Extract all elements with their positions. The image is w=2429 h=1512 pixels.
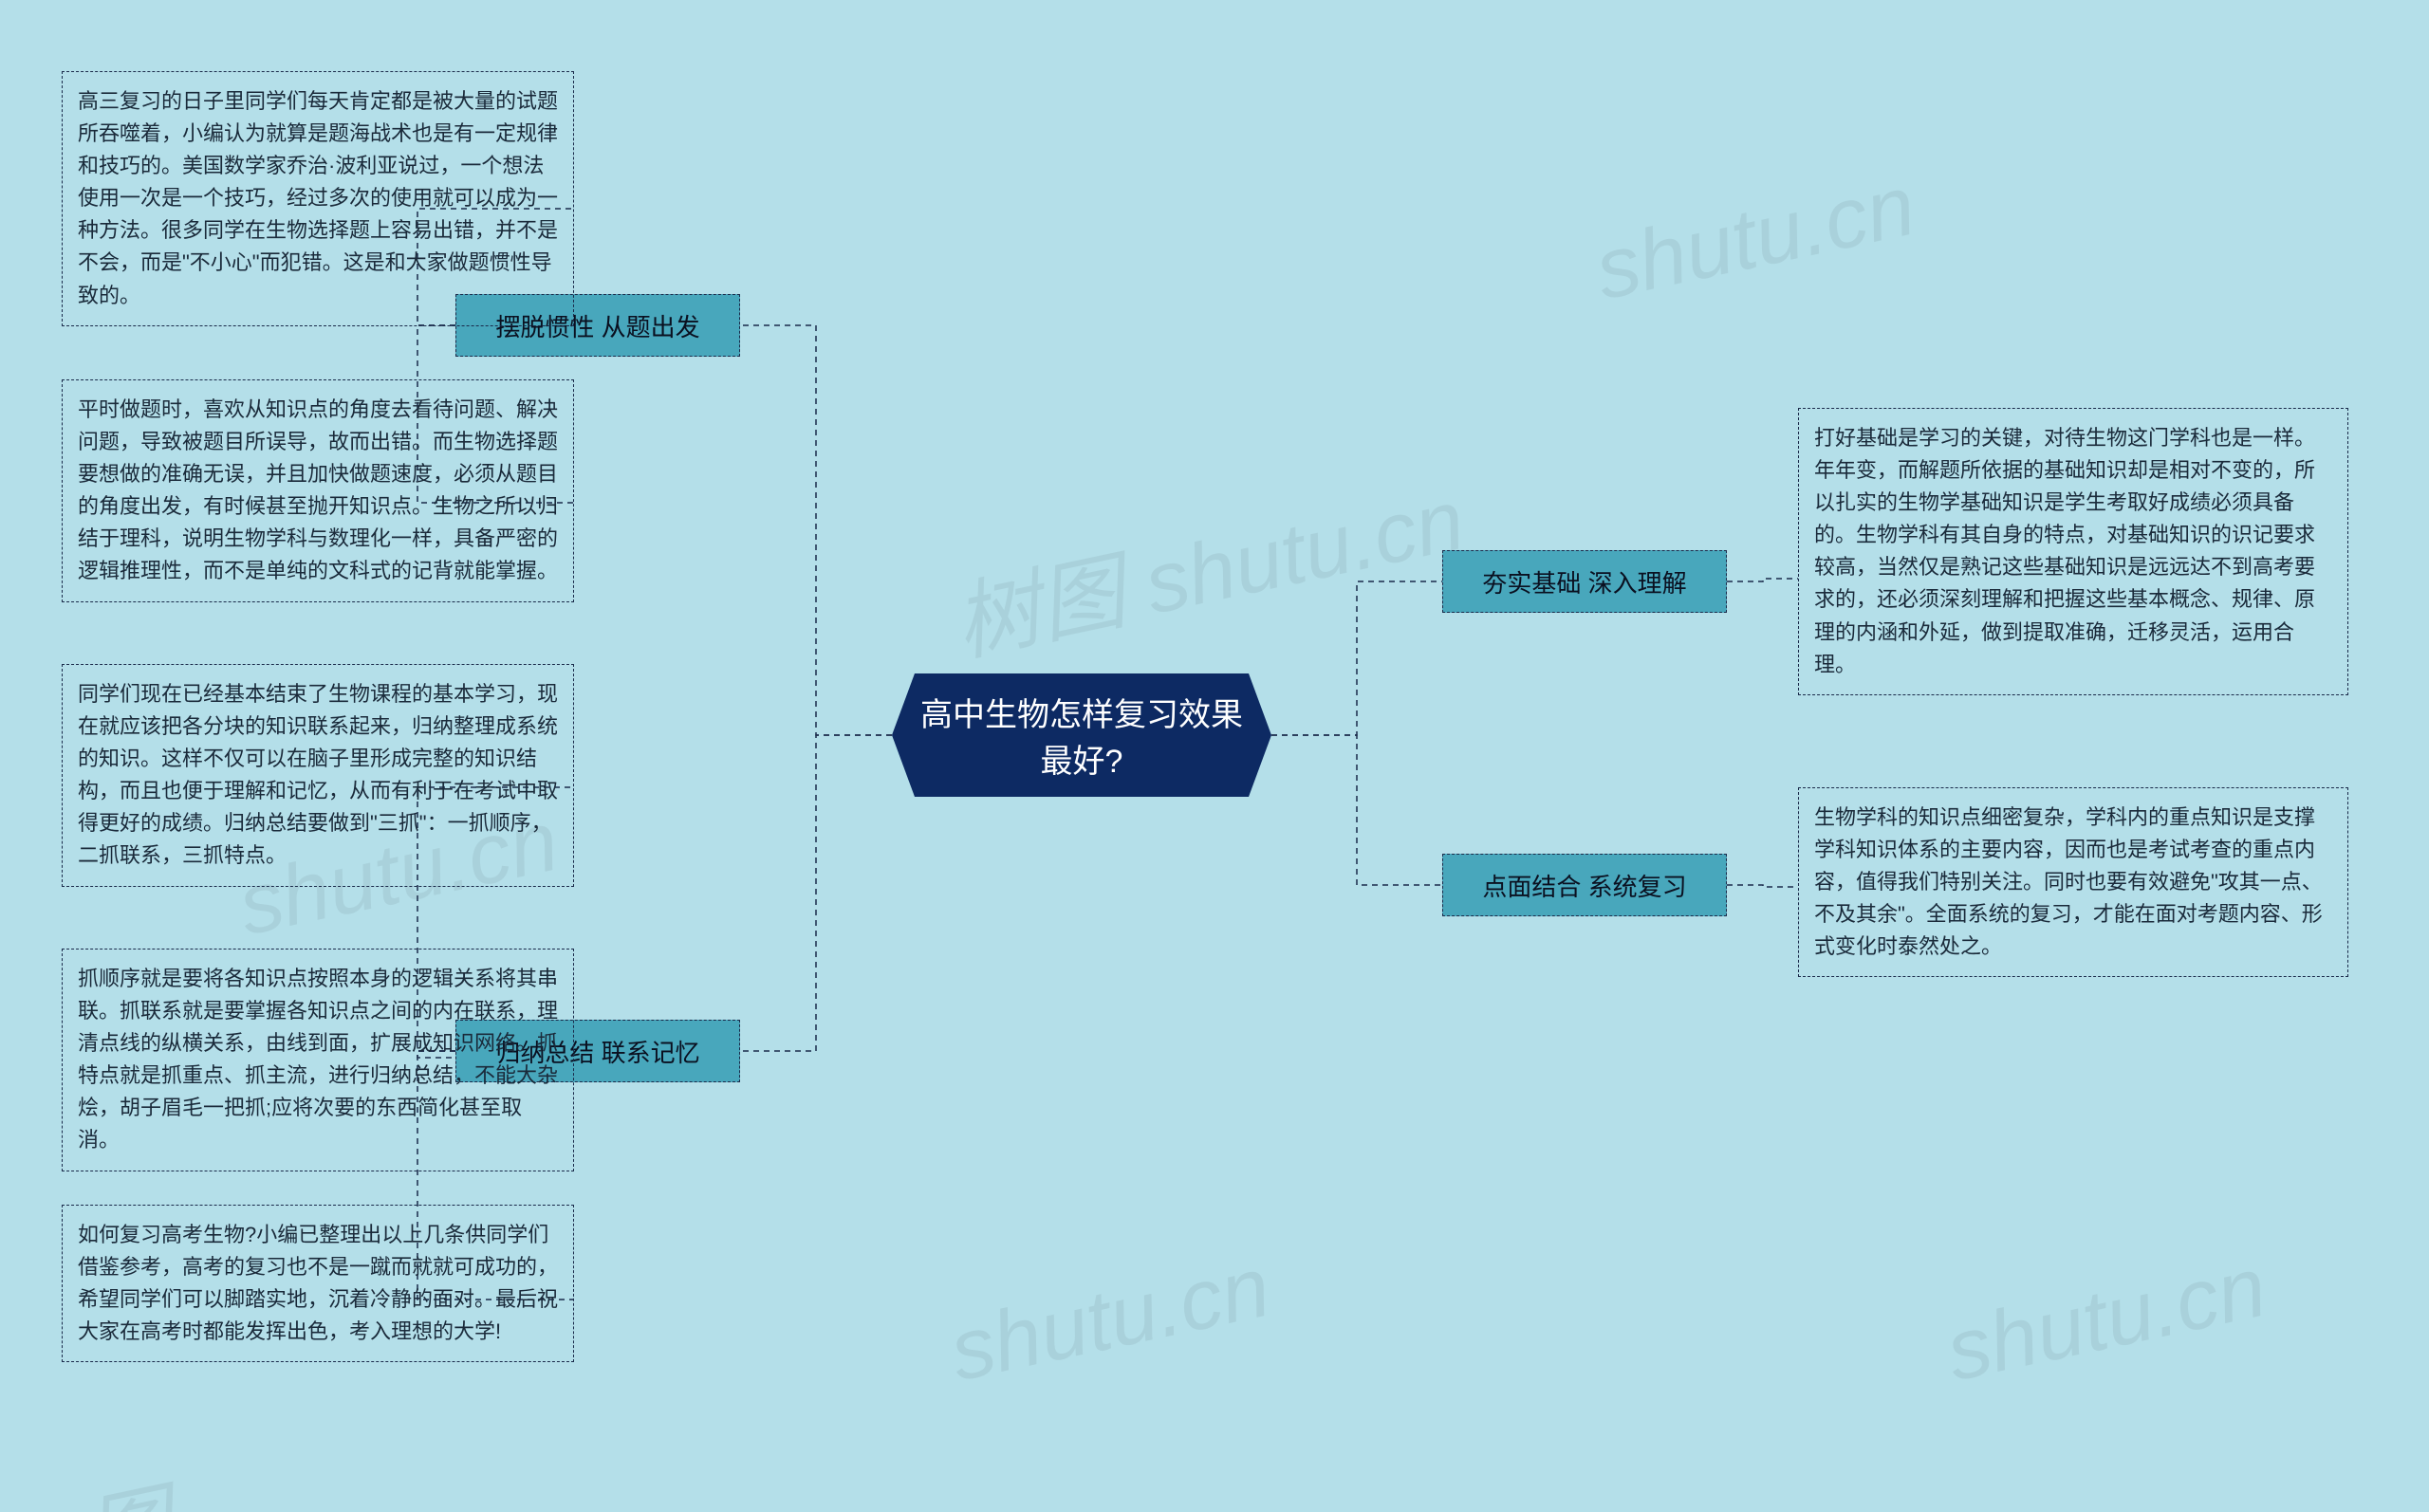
watermark: shutu.cn [942, 1239, 1278, 1401]
watermark: shutu.cn [1938, 1239, 2274, 1401]
branch-node: 夯实基础 深入理解 [1442, 550, 1727, 613]
leaf-node: 抓顺序就是要将各知识点按照本身的逻辑关系将其串联。抓联系就是要掌握各知识点之间的… [62, 949, 574, 1171]
center-node: 高中生物怎样复习效果最好? [892, 673, 1271, 797]
leaf-node: 打好基础是学习的关键，对待生物这门学科也是一样。年年变，而解题所依据的基础知识却… [1798, 408, 2348, 695]
leaf-node: 如何复习高考生物?小编已整理出以上几条供同学们借鉴参考，高考的复习也不是一蹴而就… [62, 1205, 574, 1362]
leaf-node: 平时做题时，喜欢从知识点的角度去看待问题、解决问题，导致被题目所误导，故而出错。… [62, 379, 574, 602]
watermark: shutu.cn [1587, 157, 1923, 320]
watermark: 图 [73, 1453, 182, 1512]
leaf-node: 生物学科的知识点细密复杂，学科内的重点知识是支撑学科知识体系的主要内容，因而也是… [1798, 787, 2348, 977]
branch-node: 点面结合 系统复习 [1442, 854, 1727, 916]
leaf-node: 高三复习的日子里同学们每天肯定都是被大量的试题所吞噬着，小编认为就算是题海战术也… [62, 71, 574, 326]
leaf-node: 同学们现在已经基本结束了生物课程的基本学习，现在就应该把各分块的知识联系起来，归… [62, 664, 574, 887]
watermark: 树图 shutu.cn [941, 451, 1473, 679]
